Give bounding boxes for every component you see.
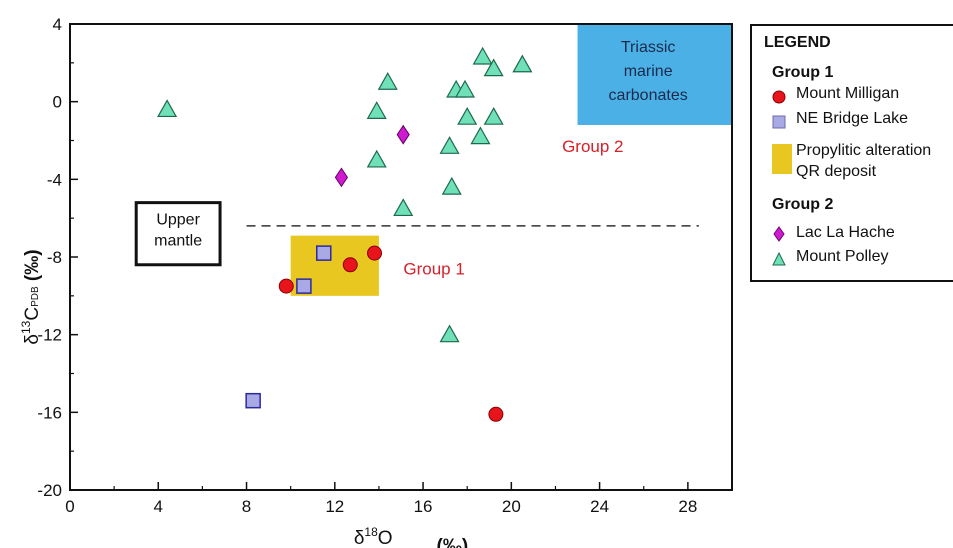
point-mount-polley	[439, 324, 460, 343]
point-lac-la-hache	[334, 167, 349, 188]
point-lac-la-hache	[396, 124, 410, 145]
triassic-label-line: marine	[624, 63, 673, 80]
x-tick-label: 12	[325, 497, 344, 516]
legend-ne-bridge-lake-marker	[772, 115, 786, 129]
y-tick-label: -8	[47, 248, 62, 267]
point-mount-milligan	[278, 278, 294, 294]
legend-group2-heading: Group 2	[772, 196, 834, 213]
legend-propylitic-label-line1: Propylitic alteration	[796, 142, 932, 159]
legend-propylitic-label-line2: QR deposit	[796, 163, 877, 180]
legend-mount-milligan-marker	[772, 90, 786, 104]
point-mount-polley	[454, 79, 476, 98]
point-mount-polley	[393, 198, 414, 217]
legend-lac-la-hache-label: Lac La Hache	[796, 224, 895, 241]
point-mount-milligan	[342, 257, 358, 273]
triassic-label-line: Triassic	[621, 39, 676, 56]
legend-title: LEGEND	[764, 34, 831, 51]
group2-label: Group 2	[562, 137, 623, 156]
y-tick-label: -20	[37, 481, 62, 500]
legend-lac-la-hache-marker	[773, 226, 785, 242]
point-mount-polley	[483, 106, 504, 125]
point-mount-polley	[512, 54, 533, 73]
point-mount-milligan	[488, 406, 504, 422]
triassic-region	[577, 24, 732, 125]
y-axis-label: δ13CPDB (‰)	[19, 249, 43, 344]
upper-mantle-label-line: Upper	[156, 212, 200, 229]
legend-group1-heading: Group 1	[772, 64, 834, 81]
x-tick-label: 4	[154, 497, 163, 516]
group1-label: Group 1	[403, 259, 464, 278]
point-mount-polley	[483, 58, 504, 77]
point-mount-polley	[457, 106, 478, 125]
legend-mount-polley-marker	[772, 252, 786, 266]
x-tick-label: 24	[590, 497, 609, 516]
x-tick-label: 16	[414, 497, 433, 516]
point-mount-polley	[366, 149, 387, 168]
x-tick-label: 0	[65, 497, 74, 516]
legend-mount-polley-label: Mount Polley	[796, 248, 889, 265]
point-ne-bridge-lake	[296, 278, 312, 294]
point-mount-polley	[439, 136, 460, 154]
legend-propylitic-marker	[772, 144, 792, 174]
point-mount-polley	[366, 101, 387, 119]
x-tick-label: 28	[678, 497, 697, 516]
point-mount-milligan	[367, 245, 383, 261]
y-tick-label: -4	[47, 170, 62, 189]
point-ne-bridge-lake	[245, 392, 261, 409]
point-mount-polley	[377, 72, 398, 90]
point-ne-bridge-lake	[316, 245, 332, 261]
x-tick-label: 20	[502, 497, 521, 516]
upper-mantle-box	[134, 201, 222, 267]
y-tick-label: -16	[37, 403, 62, 422]
legend-mount-milligan-label: Mount Milligan	[796, 85, 900, 102]
y-tick-label: 0	[53, 93, 62, 112]
x-tick-label: 8	[242, 497, 251, 516]
point-mount-polley	[441, 176, 462, 195]
legend-ne-bridge-lake-label: NE Bridge Lake	[796, 110, 909, 127]
legend: LEGEND Group 1 Mount Milligan NE Bridge …	[750, 24, 953, 282]
upper-mantle-label-line: mantle	[154, 233, 202, 250]
y-tick-label: 4	[53, 15, 62, 34]
x-axis-label: δ18OSMOW (‰)	[354, 525, 468, 548]
triassic-label-line: carbonates	[609, 87, 688, 104]
point-mount-polley	[472, 46, 493, 65]
point-mount-polley	[470, 126, 491, 145]
y-tick-label: -12	[37, 326, 62, 345]
point-mount-polley	[157, 99, 178, 118]
